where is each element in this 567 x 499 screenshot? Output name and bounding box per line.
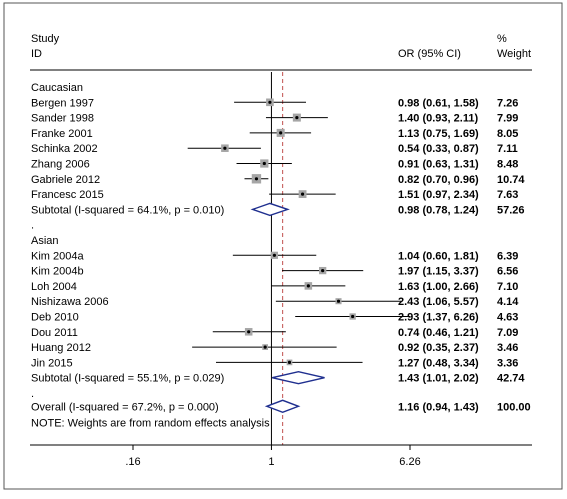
- study-label: Dou 2011: [31, 327, 78, 339]
- point-estimate: [279, 131, 283, 135]
- point-estimate: [300, 192, 305, 196]
- weight-value: 3.36: [497, 357, 518, 369]
- point-estimate: [287, 360, 292, 364]
- point-estimate: [295, 116, 299, 120]
- weight-value: 3.46: [497, 342, 518, 354]
- subtotal-label: Subtotal (I-squared = 64.1%, p = 0.010): [31, 204, 224, 216]
- subtotal-or-ci: 0.98 (0.78, 1.24): [398, 204, 479, 216]
- point-estimate: [306, 284, 310, 288]
- weight-value: 7.09: [497, 327, 518, 339]
- x-axis-ticks: .16 1 6.26: [125, 445, 421, 468]
- or-ci-value: 1.51 (0.97, 2.34): [398, 189, 479, 201]
- or-ci-value: 0.54 (0.33, 0.87): [398, 143, 479, 155]
- study-label: Loh 2004: [31, 281, 77, 293]
- or-ci-value: 1.63 (1.00, 2.66): [398, 281, 479, 293]
- weights-note: NOTE: Weights are from random effects an…: [31, 418, 270, 430]
- study-label: Kim 2004a: [31, 250, 84, 262]
- subtotal-label: Subtotal (I-squared = 55.1%, p = 0.029): [31, 373, 224, 385]
- tick-label: 1: [268, 456, 274, 468]
- group-separator: .: [31, 388, 34, 400]
- or-ci-value: 0.98 (0.61, 1.58): [398, 97, 479, 109]
- weight-value: 7.99: [497, 113, 518, 125]
- overall-label: Overall (I-squared = 67.2%, p = 0.000): [31, 401, 219, 413]
- study-label: Jin 2015: [31, 357, 73, 369]
- study-label: Francesc 2015: [31, 189, 104, 201]
- subtotal-or-ci: 1.43 (1.01, 2.02): [398, 373, 479, 385]
- study-label: Gabriele 2012: [31, 174, 100, 186]
- weight-value: 10.74: [497, 174, 525, 186]
- or-ci-value: 2.43 (1.06, 5.57): [398, 296, 479, 308]
- weight-value: 7.63: [497, 189, 518, 201]
- weight-value: 7.10: [497, 281, 518, 293]
- weight-value: 7.26: [497, 97, 518, 109]
- study-label: Bergen 1997: [31, 97, 94, 109]
- header-percent: %: [497, 33, 507, 45]
- weight-value: 8.05: [497, 128, 518, 140]
- study-label: Schinka 2002: [31, 143, 98, 155]
- weight-value: 8.48: [497, 159, 518, 171]
- point-estimate: [223, 146, 227, 150]
- weight-value: 4.14: [497, 296, 519, 308]
- group-label: Asian: [31, 235, 59, 247]
- or-ci-value: 1.13 (0.75, 1.69): [398, 128, 479, 140]
- tick-label: .16: [125, 456, 140, 468]
- weight-value: 6.56: [497, 266, 518, 278]
- overall-diamond: [264, 399, 301, 414]
- header-or-ci: OR (95% CI): [398, 48, 461, 60]
- or-ci-value: 2.93 (1.37, 6.26): [398, 312, 479, 324]
- or-ci-value: 0.74 (0.46, 1.21): [398, 327, 479, 339]
- point-estimate: [268, 100, 272, 104]
- point-estimate: [254, 177, 259, 181]
- overall-or-ci: 1.16 (0.94, 1.43): [398, 401, 479, 413]
- study-label: Deb 2010: [31, 312, 79, 324]
- group-separator: .: [31, 220, 34, 232]
- subtotal-diamond: [250, 202, 290, 217]
- study-label: Nishizawa 2006: [31, 296, 109, 308]
- forest-rows: Caucasian Bergen 1997 0.98 (0.61, 1.58) 7.2…: [31, 72, 531, 445]
- or-ci-value: 0.82 (0.70, 0.96): [398, 174, 479, 186]
- header-weight: Weight: [497, 48, 531, 60]
- study-label: Sander 1998: [31, 113, 94, 125]
- or-ci-value: 0.91 (0.63, 1.31): [398, 159, 479, 171]
- overall-weight: 100.00: [497, 401, 531, 413]
- point-estimate: [272, 253, 277, 257]
- study-label: Zhang 2006: [31, 159, 90, 171]
- group-label: Caucasian: [31, 82, 83, 94]
- subtotal-weight: 57.26: [497, 204, 525, 216]
- point-estimate: [321, 269, 325, 273]
- point-estimate: [263, 345, 267, 349]
- or-ci-value: 0.92 (0.35, 2.37): [398, 342, 479, 354]
- or-ci-value: 1.97 (1.15, 3.37): [398, 266, 479, 278]
- plot-border: [3, 2, 563, 490]
- point-estimate: [247, 330, 251, 334]
- weight-value: 4.63: [497, 312, 518, 324]
- subtotal-weight: 42.74: [497, 373, 525, 385]
- study-label: Franke 2001: [31, 128, 93, 140]
- weight-value: 7.11: [497, 143, 518, 155]
- or-ci-value: 1.04 (0.60, 1.81): [398, 250, 479, 262]
- subtotal-diamond: [272, 370, 325, 385]
- weight-value: 6.39: [497, 250, 518, 262]
- or-ci-value: 1.40 (0.93, 2.11): [398, 113, 478, 125]
- point-estimate: [336, 299, 341, 303]
- study-label: Kim 2004b: [31, 266, 84, 278]
- tick-label: 6.26: [399, 456, 420, 468]
- study-label: Huang 2012: [31, 342, 91, 354]
- point-estimate: [262, 161, 266, 166]
- header-id: ID: [31, 48, 42, 60]
- header-study: Study: [31, 33, 60, 45]
- or-ci-value: 1.27 (0.48, 3.34): [398, 357, 479, 369]
- point-estimate: [351, 314, 355, 319]
